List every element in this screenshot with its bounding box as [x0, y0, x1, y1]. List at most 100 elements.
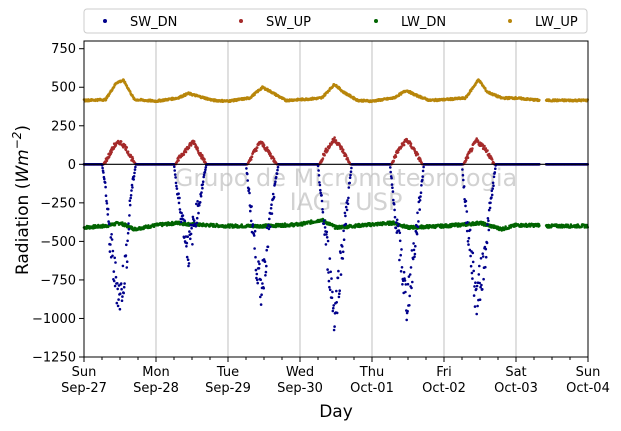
data-point — [104, 194, 108, 197]
data-point — [121, 295, 124, 298]
data-point — [486, 149, 489, 152]
data-point — [319, 191, 323, 195]
y-tick-label: −1250 — [32, 351, 76, 366]
data-point — [316, 164, 320, 168]
data-point — [258, 262, 261, 266]
data-point — [490, 189, 494, 193]
data-point — [254, 255, 257, 259]
data-point — [276, 165, 280, 169]
data-point — [467, 236, 471, 240]
legend-marker — [374, 19, 378, 23]
data-point — [405, 318, 409, 322]
data-point — [321, 210, 325, 214]
data-point — [253, 93, 256, 97]
x-tick-label-date: Oct-01 — [350, 381, 394, 396]
data-point — [246, 179, 249, 182]
data-point — [461, 173, 465, 177]
x-tick-label-date: Sep-29 — [205, 381, 251, 396]
data-point — [469, 254, 472, 258]
data-point — [481, 255, 485, 258]
data-point — [125, 146, 129, 149]
x-tick-label-date: Sep-28 — [133, 381, 179, 396]
data-point — [114, 275, 118, 279]
data-point — [389, 170, 393, 174]
data-point — [132, 175, 136, 178]
legend-frame — [83, 8, 588, 34]
legend-label: SW_UP — [266, 15, 311, 30]
data-point — [321, 208, 324, 211]
data-point — [192, 219, 196, 222]
data-point — [273, 182, 277, 186]
data-point — [265, 248, 269, 252]
data-point — [465, 229, 469, 233]
data-point — [330, 277, 333, 280]
data-point — [492, 175, 496, 179]
data-point — [125, 260, 129, 264]
data-point — [468, 248, 472, 252]
data-point — [113, 284, 117, 288]
data-point — [133, 171, 136, 175]
data-point — [259, 303, 263, 306]
data-point — [414, 244, 417, 248]
x-grid — [155, 41, 517, 357]
data-point — [481, 252, 485, 255]
data-point — [408, 273, 412, 276]
data-point — [334, 139, 338, 142]
x-tick-label-day: Sat — [505, 365, 526, 380]
data-point — [249, 209, 252, 213]
data-point — [465, 210, 469, 213]
data-point — [194, 225, 198, 228]
data-point — [196, 146, 199, 150]
data-point — [112, 270, 116, 273]
data-point — [343, 211, 347, 215]
data-point — [404, 283, 408, 286]
data-point — [483, 144, 486, 148]
data-point — [337, 295, 341, 299]
data-point — [325, 236, 329, 239]
data-point — [395, 221, 398, 224]
data-point — [203, 170, 207, 174]
data-point — [111, 249, 115, 253]
data-point — [256, 281, 260, 285]
data-point — [349, 170, 353, 173]
data-point — [392, 198, 395, 202]
data-point — [201, 183, 205, 186]
data-point — [123, 282, 126, 285]
x-tick-label-day: Mon — [142, 365, 169, 380]
data-point — [327, 279, 331, 283]
x-tick-label-date: Oct-02 — [422, 381, 466, 396]
data-point — [269, 207, 273, 210]
data-point — [398, 258, 401, 262]
data-point — [188, 230, 191, 233]
data-point — [255, 272, 259, 276]
data-point — [399, 253, 403, 257]
data-point — [131, 157, 135, 160]
data-point — [189, 232, 193, 236]
data-point — [338, 292, 341, 296]
data-point — [475, 312, 479, 316]
data-point — [261, 282, 264, 285]
data-point — [116, 304, 120, 308]
data-point — [403, 279, 407, 282]
data-point — [400, 248, 403, 251]
data-point — [197, 211, 200, 215]
data-point — [190, 226, 193, 230]
data-point — [411, 280, 414, 284]
data-point — [251, 225, 254, 228]
data-point — [324, 243, 328, 246]
data-point — [194, 144, 198, 147]
data-point — [246, 172, 249, 176]
data-point — [115, 301, 119, 305]
data-point — [134, 165, 137, 169]
data-point — [259, 295, 262, 299]
data-point — [186, 258, 190, 262]
data-point — [323, 226, 327, 229]
data-point — [185, 241, 189, 245]
data-point — [410, 249, 414, 252]
data-point — [199, 194, 203, 198]
data-point — [472, 294, 476, 297]
data-point — [119, 140, 123, 143]
data-point — [110, 233, 113, 236]
data-point — [402, 270, 406, 274]
y-axis-label: Radiation (Wm−2) — [10, 125, 33, 275]
